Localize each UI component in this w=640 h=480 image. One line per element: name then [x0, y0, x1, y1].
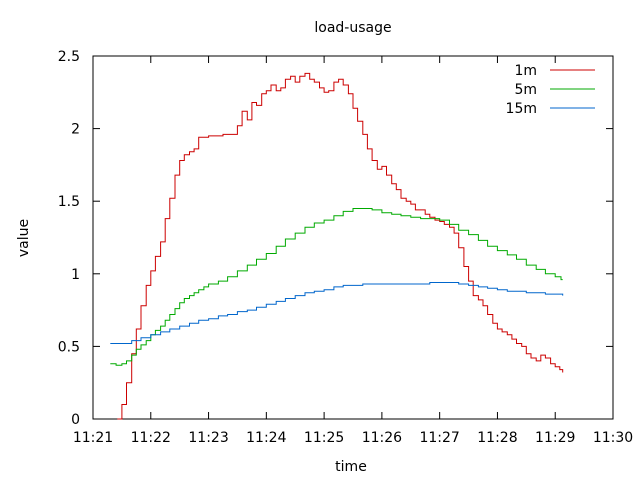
chart-title: load-usage [314, 20, 391, 36]
legend: 1m 5m 15m [506, 63, 595, 117]
x-tick-label: 11:28 [477, 430, 517, 446]
x-tick-label: 11:30 [593, 430, 633, 446]
series-line-15m [110, 282, 564, 344]
legend-label-15m: 15m [506, 101, 537, 117]
y-tick-label: 2 [71, 122, 80, 138]
x-tick-label: 11:25 [304, 430, 344, 446]
x-tick-label: 11:26 [362, 430, 402, 446]
y-tick-label: 0 [71, 412, 80, 428]
x-tick-label: 11:23 [188, 430, 228, 446]
legend-label-1m: 1m [514, 63, 537, 79]
y-tick-label: 0.5 [58, 339, 80, 355]
x-tick-label: 11:22 [131, 430, 171, 446]
y-axis-ticks: 0 0.5 1 1.5 2 2.5 [58, 49, 613, 428]
series-layer [110, 72, 564, 420]
x-axis-label: time [335, 459, 367, 475]
series-line-5m [110, 208, 563, 366]
x-tick-label: 11:24 [246, 430, 286, 446]
legend-label-5m: 5m [514, 82, 537, 98]
plot-frame [92, 55, 614, 420]
x-tick-label: 11:27 [419, 430, 459, 446]
x-tick-label: 11:21 [73, 430, 113, 446]
y-tick-label: 1.5 [58, 194, 80, 210]
y-tick-label: 1 [71, 267, 80, 283]
series-line-1m [117, 72, 564, 420]
x-axis-ticks: 11:21 11:22 11:23 11:24 11:25 11:26 11:27 11:28… [73, 56, 633, 446]
x-tick-label: 11:29 [535, 430, 575, 446]
y-tick-label: 2.5 [58, 49, 80, 65]
y-axis-label: value [16, 219, 32, 257]
